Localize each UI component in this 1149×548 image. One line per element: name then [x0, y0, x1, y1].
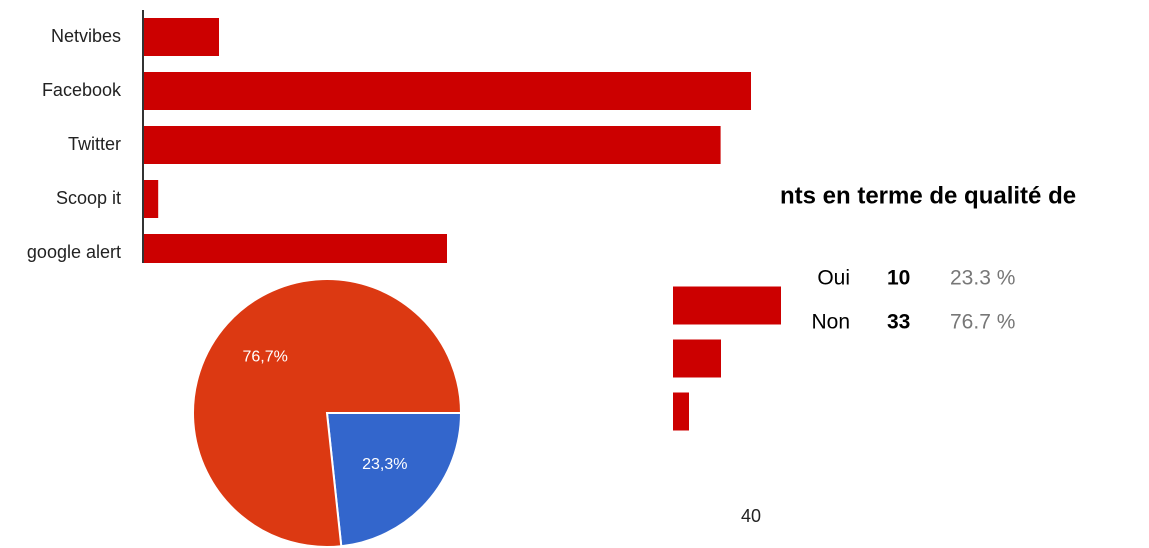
category-label: google alert — [27, 242, 121, 262]
bar — [143, 72, 751, 110]
table: Oui 10 23.3 % Non 33 76.7 % — [811, 267, 1015, 334]
bar — [673, 339, 721, 378]
bar-chart-2 — [673, 286, 781, 431]
slice-label: 23,3% — [362, 456, 407, 473]
x-tick-label: 40 — [741, 506, 761, 526]
pie-slice — [325, 412, 463, 548]
row-label: Oui — [817, 267, 850, 290]
pie-slice — [192, 278, 463, 548]
row-percent: 23.3 % — [950, 267, 1015, 290]
bar-chart-1: Netvibes Facebook Twitter Scoop it google al… — [27, 10, 751, 263]
category-label: Twitter — [68, 134, 121, 154]
category-label: Facebook — [42, 80, 122, 100]
slice-label: 76,7% — [243, 349, 288, 366]
row-label: Non — [811, 311, 850, 334]
category-label: Scoop it — [56, 188, 121, 208]
section-title: nts en terme de qualité de — [780, 182, 1076, 209]
bar — [143, 180, 159, 218]
pie-chart: 23,3% 76,7% — [192, 278, 463, 548]
row-count: 33 — [887, 311, 910, 334]
bar — [673, 392, 689, 431]
bar — [673, 286, 781, 325]
category-label: Netvibes — [51, 26, 121, 46]
bar — [143, 234, 447, 263]
bar — [143, 18, 219, 56]
bar — [143, 126, 721, 164]
row-percent: 76.7 % — [950, 311, 1015, 334]
row-count: 10 — [887, 267, 910, 290]
